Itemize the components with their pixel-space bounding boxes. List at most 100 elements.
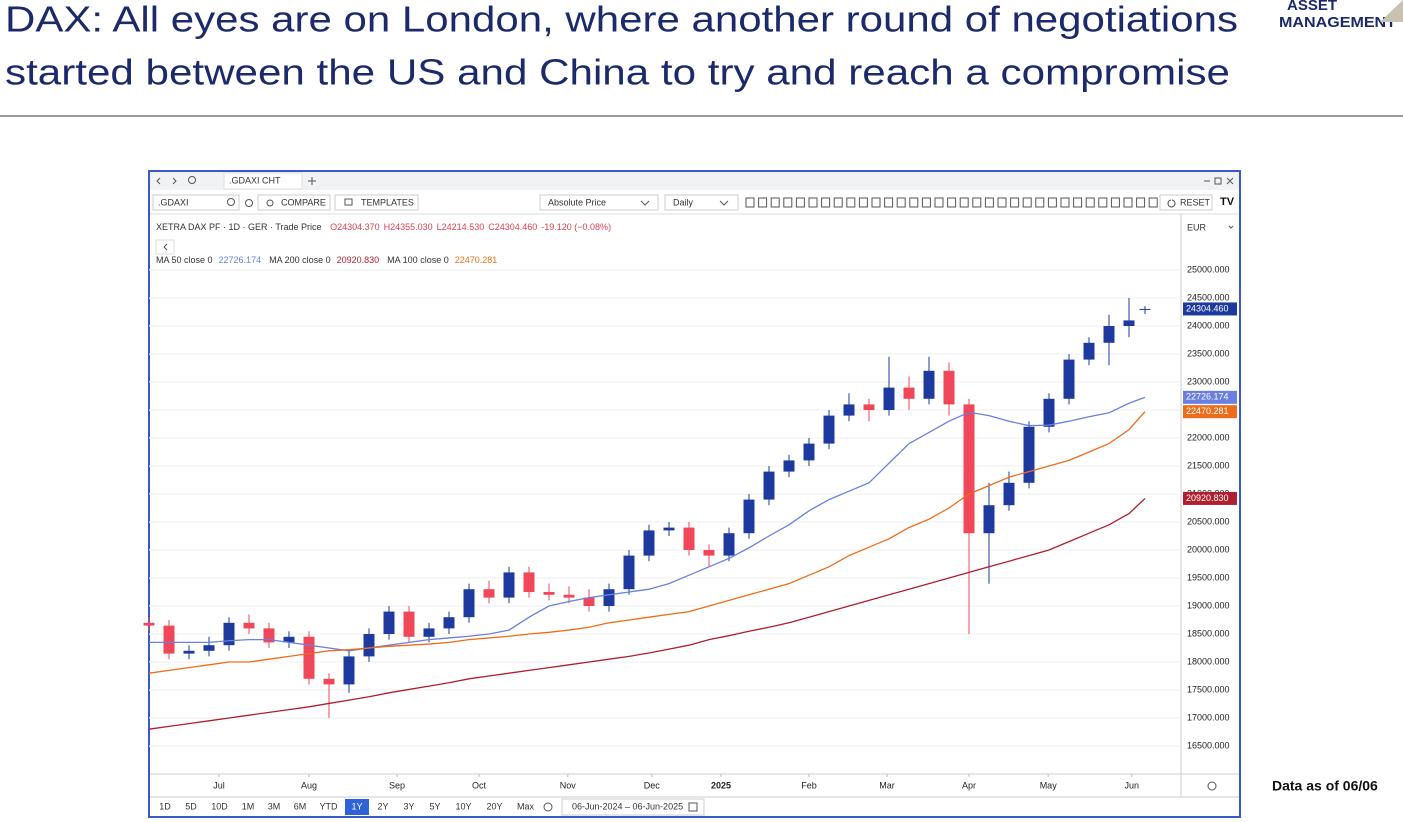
period-button[interactable] — [288, 799, 312, 815]
tab-label: .GDAXI CHT — [229, 175, 281, 185]
tool-icon[interactable] — [770, 197, 780, 208]
tool-icon[interactable] — [1047, 197, 1057, 208]
history-icon[interactable] — [245, 199, 253, 207]
candle-body — [1043, 398, 1055, 427]
tool-icon[interactable] — [884, 197, 894, 208]
button-label: RESET — [1180, 197, 1211, 207]
tool-icon[interactable] — [821, 197, 831, 208]
tool-icon[interactable] — [972, 197, 982, 208]
x-tick-label: Jul — [213, 780, 225, 790]
period-button[interactable] — [314, 799, 343, 815]
candle-body — [143, 622, 155, 626]
tool-icon[interactable] — [871, 197, 881, 208]
tool-icon[interactable] — [1035, 197, 1045, 208]
tab[interactable] — [223, 172, 303, 190]
tool-icon[interactable] — [795, 197, 805, 208]
tool-icon[interactable] — [1110, 197, 1120, 208]
candle-body — [783, 460, 795, 472]
currency[interactable]: EUR — [1187, 222, 1207, 232]
period-button[interactable] — [449, 799, 478, 815]
compare-icon — [266, 199, 274, 207]
tool-icon[interactable] — [896, 197, 906, 208]
back-icon[interactable] — [156, 177, 161, 185]
period-button[interactable] — [262, 799, 286, 815]
settings-icon[interactable] — [543, 802, 553, 812]
x-tick-label: May — [1040, 780, 1058, 790]
period-button[interactable] — [345, 799, 369, 815]
period-button[interactable] — [480, 799, 509, 815]
tool-icon[interactable] — [997, 197, 1007, 208]
templates-button[interactable] — [334, 194, 419, 211]
period-label: 6M — [294, 801, 307, 811]
period-button[interactable] — [153, 799, 177, 815]
period-button[interactable] — [371, 799, 395, 815]
candle-body — [803, 443, 815, 461]
period-label: 5Y — [429, 801, 440, 811]
forward-icon[interactable] — [172, 177, 177, 185]
tool-icon[interactable] — [947, 197, 957, 208]
period-button[interactable] — [511, 799, 540, 815]
x-tick-label: Nov — [560, 780, 577, 790]
tool-icon[interactable] — [921, 197, 931, 208]
y-tick-label: 20500.000 — [1187, 516, 1230, 526]
tool-icon[interactable] — [783, 197, 793, 208]
tool-icon[interactable] — [858, 197, 868, 208]
ma-line — [148, 497, 1146, 730]
period-button[interactable] — [179, 799, 203, 815]
candle-body — [623, 555, 635, 590]
tool-icon[interactable] — [934, 197, 944, 208]
tool-icon[interactable] — [1085, 197, 1095, 208]
period-button[interactable] — [205, 799, 234, 815]
collapse-button[interactable] — [155, 239, 175, 255]
date-range[interactable] — [561, 798, 705, 816]
y-tick-label: 23500.000 — [1187, 348, 1230, 358]
compare-button[interactable] — [257, 194, 331, 211]
tool-icon[interactable] — [1010, 197, 1020, 208]
instrument: XETRA DAX PF · 1D · GER · Trade Price — [156, 222, 322, 232]
candle-body — [463, 589, 475, 618]
x-tick-label: 2025 — [711, 780, 731, 790]
tool-icon[interactable] — [1022, 197, 1032, 208]
tool-icon[interactable] — [984, 197, 994, 208]
tool-icon[interactable] — [846, 197, 856, 208]
price-tag — [1183, 390, 1237, 404]
candle-body — [163, 625, 175, 654]
x-tick-label: Apr — [962, 780, 976, 790]
tool-icon[interactable] — [1136, 197, 1146, 208]
search-icon[interactable] — [188, 176, 196, 184]
candle-body — [903, 387, 915, 399]
tool-icon[interactable] — [1060, 197, 1070, 208]
tool-icon[interactable] — [1098, 197, 1108, 208]
candle-body — [303, 636, 315, 679]
tool-icon[interactable] — [909, 197, 919, 208]
period-label: 3M — [268, 801, 281, 811]
window-controls[interactable] — [1204, 177, 1234, 185]
tool-icon[interactable] — [833, 197, 843, 208]
settings-icon[interactable] — [1207, 781, 1217, 791]
tool-icon[interactable] — [745, 197, 755, 208]
tool-icon[interactable] — [1073, 197, 1083, 208]
candle-body — [523, 572, 535, 592]
period-button[interactable] — [423, 799, 447, 815]
tool-icon[interactable] — [758, 197, 768, 208]
tool-icon[interactable] — [959, 197, 969, 208]
period-label: 20Y — [486, 801, 502, 811]
tool-icon[interactable] — [1123, 197, 1133, 208]
ma-line — [148, 411, 1146, 674]
tab-bar — [150, 172, 1239, 190]
add-tab-icon[interactable] — [308, 177, 316, 185]
period-button[interactable] — [236, 799, 260, 815]
tool-icon[interactable] — [808, 197, 818, 208]
interval-select[interactable] — [664, 194, 739, 211]
candle-body — [223, 622, 235, 646]
candle-body — [423, 628, 435, 637]
period-button[interactable] — [397, 799, 421, 815]
candle-body — [643, 530, 655, 556]
candle-body — [1123, 320, 1135, 326]
tool-icon[interactable] — [1148, 197, 1158, 208]
symbol-input[interactable] — [152, 194, 240, 211]
y-tick-label: 16500.000 — [1187, 740, 1230, 750]
price-mode-select[interactable] — [539, 194, 659, 211]
search-icon[interactable] — [227, 198, 235, 206]
